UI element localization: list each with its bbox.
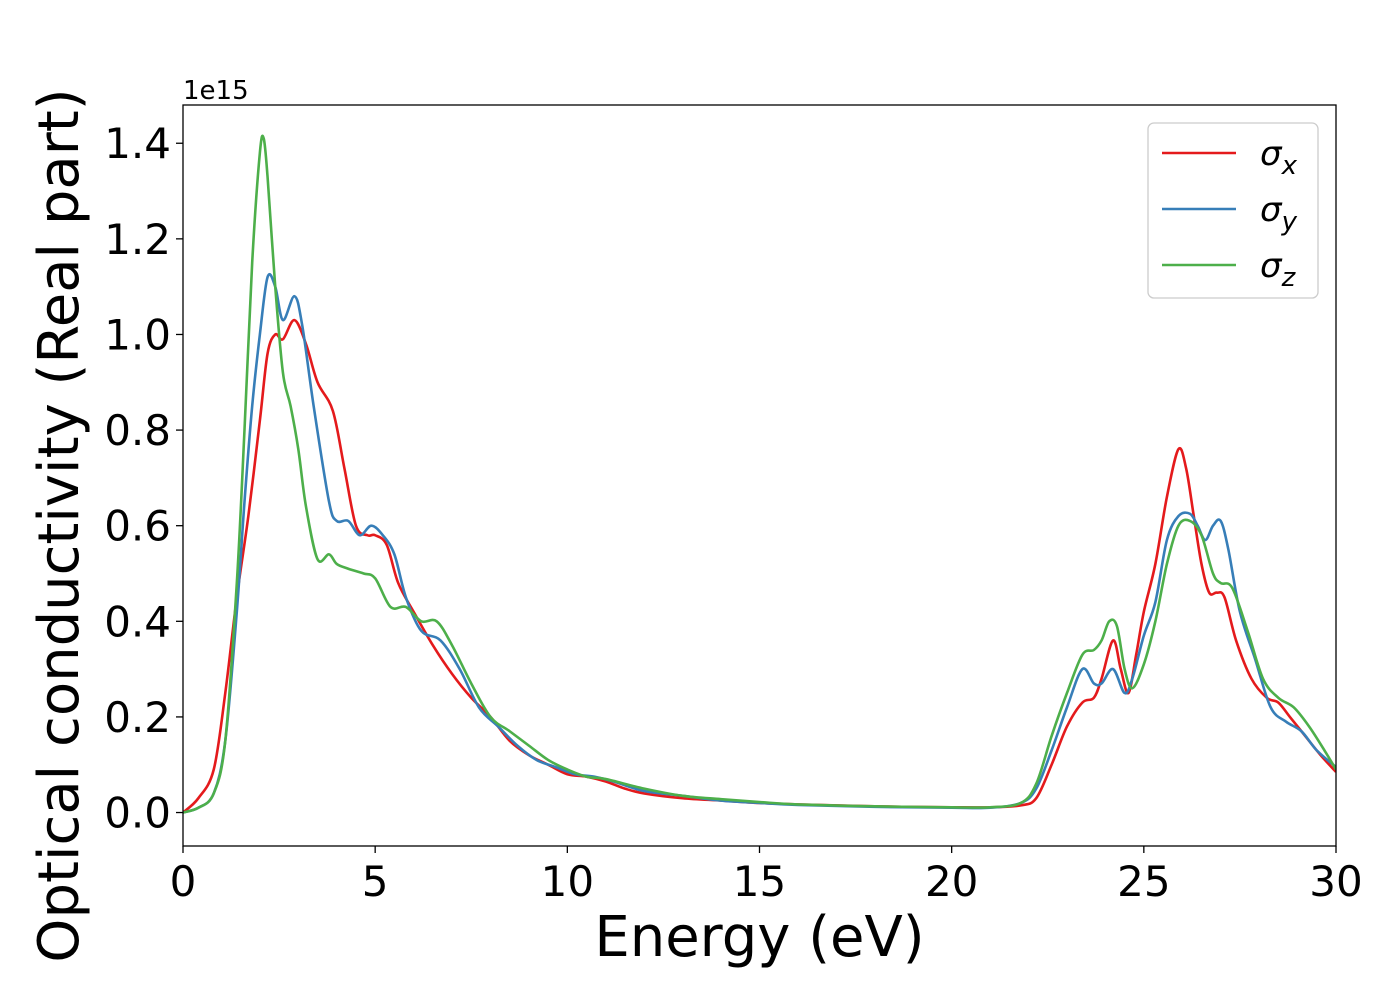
y-tick-label: 1.0	[104, 310, 171, 359]
y-tick-label: 1.4	[104, 119, 171, 168]
x-tick-label: 15	[733, 857, 786, 906]
legend-label-y: σy	[1260, 190, 1298, 237]
x-tick-label: 10	[541, 857, 594, 906]
x-tick-label: 20	[925, 857, 978, 906]
legend-label-x: σx	[1260, 134, 1298, 181]
x-tick-label: 5	[362, 857, 389, 906]
x-tick-label: 0	[170, 857, 197, 906]
y-tick-label: 0.4	[104, 597, 171, 646]
y-tick-label: 0.8	[104, 406, 171, 455]
legend: σx σy σz	[1147, 122, 1319, 299]
y-scale-offset-label: 1e15	[183, 76, 249, 106]
series-line-z	[183, 134, 1336, 814]
y-axis-ticks: 0.0 0.2 0.4 0.6 0.8 1.0 1.2 1.4	[104, 119, 183, 838]
legend-frame	[1147, 122, 1319, 299]
y-tick-label: 0.2	[104, 693, 171, 742]
x-tick-label: 30	[1309, 857, 1362, 906]
x-tick-label: 25	[1117, 857, 1170, 906]
axes-frame	[182, 104, 1337, 847]
x-axis-title: Energy (eV)	[594, 905, 924, 970]
legend-label-z: σz	[1260, 246, 1297, 293]
x-axis-ticks: 0 5 10 15 20 25 30	[170, 846, 1363, 906]
y-tick-label: 0.0	[104, 789, 171, 838]
y-tick-label: 1.2	[104, 215, 171, 264]
plot-area	[183, 134, 1336, 814]
series-line-y	[183, 272, 1336, 814]
y-axis-title: Optical conductivity (Real part)	[27, 88, 92, 962]
y-tick-label: 0.6	[104, 502, 171, 551]
